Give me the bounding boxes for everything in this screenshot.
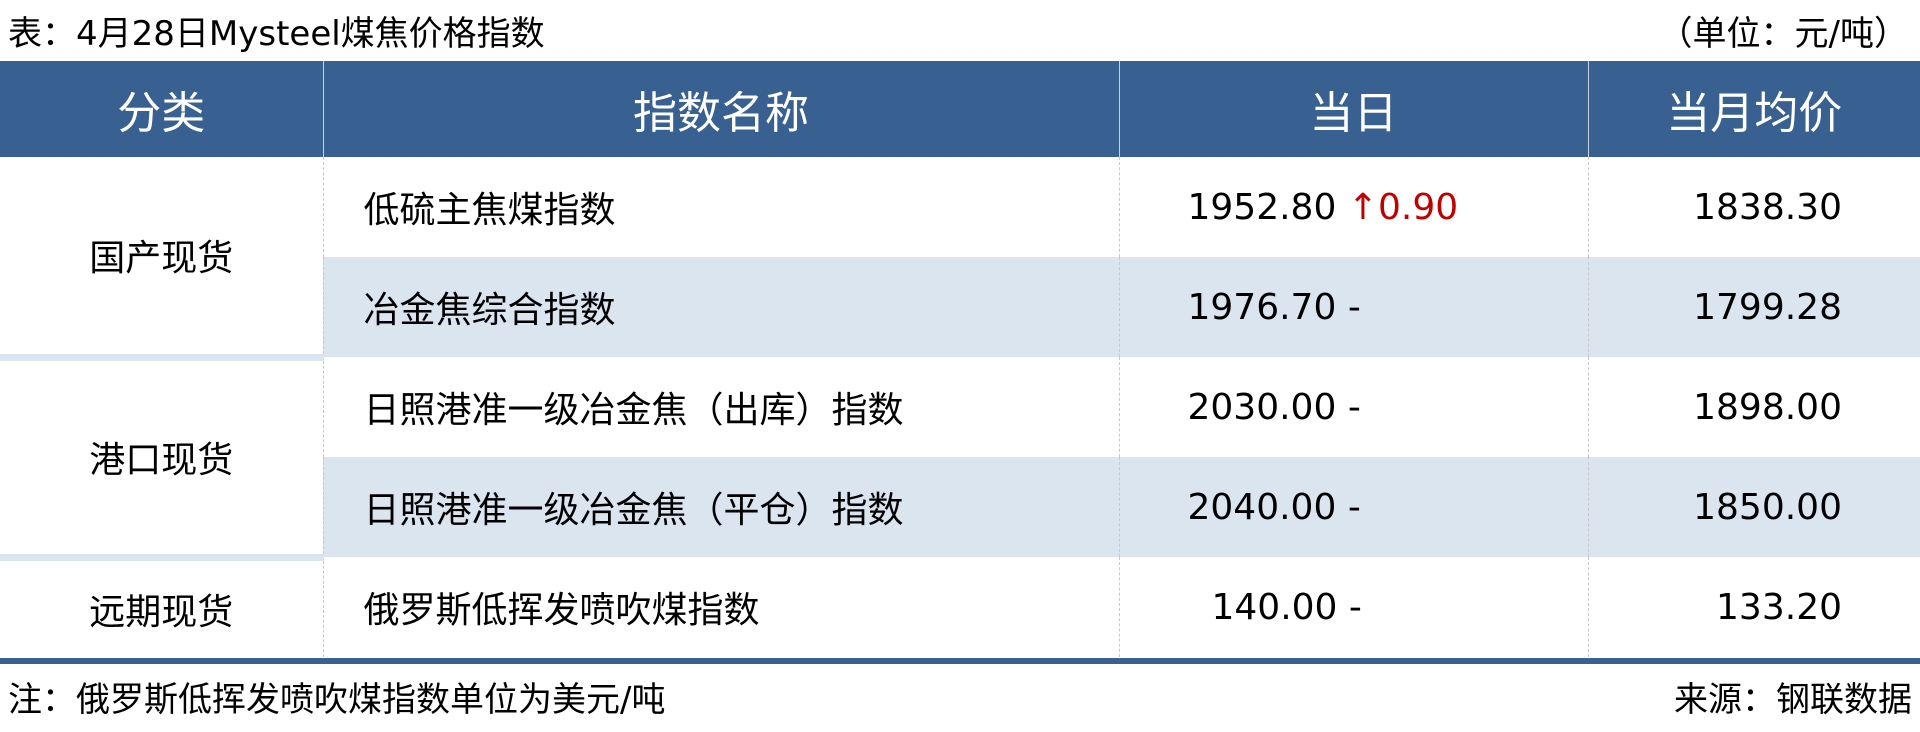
index-name: 日照港准一级冶金焦（出库）指数	[322, 357, 1119, 457]
index-name: 低硫主焦煤指数	[322, 157, 1119, 257]
footnote: 注：俄罗斯低挥发喷吹煤指数单位为美元/吨	[8, 680, 666, 720]
category-cell: 远期现货	[89, 591, 234, 633]
month-avg: 1838.30	[1587, 157, 1920, 257]
day-price: 1976.70	[1187, 286, 1337, 328]
table-row: 远期现货 俄罗斯低挥发喷吹煤指数 140.00 - 133.20	[0, 557, 1920, 657]
day-change: 0.90	[1378, 186, 1459, 228]
month-avg: 1799.28	[1587, 257, 1920, 357]
table-row: 冶金焦综合指数 1976.70 - 1799.28	[0, 257, 1920, 357]
day-price: 140.00	[1211, 586, 1338, 628]
unit-label: （单位：元/吨）	[1658, 14, 1908, 54]
table-title: 表：4月28日Mysteel煤焦价格指数	[8, 14, 545, 54]
header-category: 分类	[0, 61, 323, 157]
header-day: 当日	[1118, 61, 1588, 157]
day-change: -	[1347, 386, 1361, 428]
day-value: 1976.70 -	[1118, 257, 1588, 357]
index-name: 俄罗斯低挥发喷吹煤指数	[322, 557, 1119, 657]
bottom-divider	[0, 658, 1920, 664]
month-avg: 1850.00	[1587, 457, 1920, 557]
month-avg: 133.20	[1587, 557, 1920, 657]
day-change: -	[1348, 586, 1362, 628]
category-cell: 国产现货	[0, 157, 323, 361]
day-price: 2030.00	[1187, 386, 1337, 428]
month-avg: 1898.00	[1587, 357, 1920, 457]
day-change: -	[1347, 486, 1361, 528]
day-change: -	[1347, 286, 1361, 328]
header-name: 指数名称	[322, 61, 1119, 157]
table-row: 国产现货 低硫主焦煤指数 1952.80 ↑0.90 1838.30	[0, 157, 1920, 361]
index-name: 日照港准一级冶金焦（平仓）指数	[322, 457, 1119, 557]
category-cell: 港口现货	[0, 357, 323, 561]
up-arrow-icon: ↑	[1347, 186, 1378, 228]
day-value: 2040.00 -	[1118, 457, 1588, 557]
day-value: 1952.80 ↑0.90	[1118, 157, 1588, 257]
price-index-table: 分类 指数名称 当日 当月均价 国产现货 低硫主焦煤指数 1952.80 ↑0.…	[0, 61, 1920, 657]
day-value: 140.00 -	[1118, 557, 1588, 657]
source-label: 来源：钢联数据	[1674, 680, 1912, 720]
day-price: 1952.80	[1187, 186, 1337, 228]
table-row: 日照港准一级冶金焦（平仓）指数 2040.00 - 1850.00	[0, 457, 1920, 557]
day-price: 2040.00	[1187, 486, 1337, 528]
table-row: 港口现货 日照港准一级冶金焦（出库）指数 2030.00 - 1898.00	[0, 357, 1920, 561]
index-name: 冶金焦综合指数	[322, 257, 1119, 357]
header-month-avg: 当月均价	[1587, 61, 1920, 157]
day-value: 2030.00 -	[1118, 357, 1588, 457]
